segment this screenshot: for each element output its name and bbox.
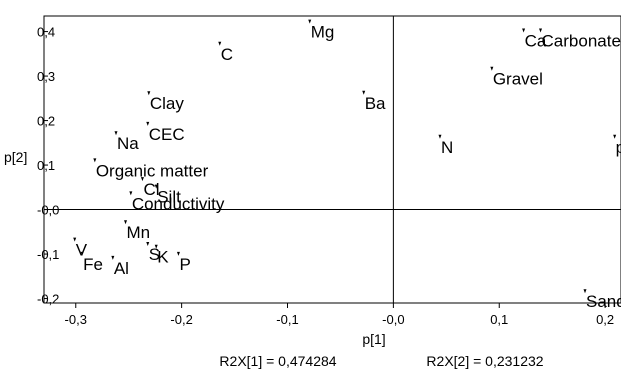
point-label: Conductivity — [132, 194, 225, 213]
x-axis-ticks: -0,3 -0,2 -0,1 -0,0 0,1 0,2 — [65, 303, 614, 327]
point-sand: Sand — [583, 289, 621, 311]
point-label: Mn — [127, 223, 151, 242]
x-tick-label: -0,0 — [382, 312, 404, 327]
point-label: Na — [117, 134, 139, 153]
point-s: S — [146, 242, 160, 264]
point-na: Na — [114, 131, 139, 153]
point-p: P — [176, 251, 191, 274]
point-marker — [539, 28, 543, 33]
point-conductivity: Conductivity — [129, 191, 225, 213]
point-marker — [176, 251, 180, 256]
point-al: Al — [111, 255, 129, 278]
r2x2-caption: R2X[2] = 0,231232 — [426, 353, 543, 369]
point-label: K — [157, 248, 169, 267]
point-marker — [154, 244, 158, 249]
point-organic-matter: Organic matter — [93, 158, 209, 180]
point-mg: Mg — [308, 19, 335, 42]
point-ca: Ca — [522, 28, 547, 50]
point-marker — [490, 66, 494, 71]
r2x1-caption: R2X[1] = 0,474284 — [219, 353, 336, 369]
point-silt: Silt — [154, 184, 181, 207]
point-marker — [111, 255, 115, 260]
point-marker — [147, 91, 151, 96]
y-tick-label: 0,2 — [37, 114, 55, 129]
point-mn: Mn — [124, 220, 150, 242]
point-clay: Clay — [147, 91, 184, 113]
y-tick-label: 0,3 — [37, 69, 55, 84]
point-label: Mg — [311, 23, 335, 42]
point-marker — [438, 134, 442, 139]
y-tick-label: -0,2 — [37, 292, 59, 307]
point-label: Carbonate — [542, 31, 621, 50]
x-tick-label: -0,3 — [65, 312, 87, 327]
point-marker — [522, 28, 526, 33]
point-marker — [114, 131, 118, 136]
point-marker — [154, 184, 158, 189]
y-tick-label: -0,1 — [37, 247, 59, 262]
point-label: Fe — [83, 255, 103, 274]
x-axis-label: p[1] — [362, 331, 385, 347]
point-label: Ba — [365, 94, 386, 113]
point-n: N — [438, 134, 453, 157]
point-label: Organic matter — [96, 161, 209, 180]
x-tick-label: -0,2 — [170, 312, 192, 327]
point-c: C — [218, 41, 233, 64]
point-marker — [146, 242, 150, 247]
point-label: V — [76, 241, 88, 260]
point-label: Clay — [150, 94, 185, 113]
point-label: P — [179, 255, 190, 274]
x-tick-label: -0,1 — [276, 312, 298, 327]
point-fe: Fe — [80, 251, 103, 274]
point-gravel: Gravel — [490, 66, 543, 89]
point-ba: Ba — [362, 90, 386, 113]
point-marker — [73, 237, 77, 242]
point-marker — [613, 134, 617, 139]
point-ph: pH — [613, 134, 621, 157]
point-label: Silt — [157, 188, 181, 207]
point-marker — [146, 121, 150, 126]
point-v: V — [73, 237, 88, 260]
point-marker — [80, 251, 84, 256]
point-marker — [362, 90, 366, 95]
point-label: Ca — [525, 31, 547, 50]
point-label: CEC — [149, 125, 185, 144]
point-label: C — [221, 45, 233, 64]
point-label: Al — [114, 259, 129, 278]
point-k: K — [154, 244, 169, 267]
y-tick-label: 0,4 — [37, 25, 55, 40]
x-tick-label: 0,2 — [596, 312, 614, 327]
point-label: S — [149, 245, 160, 264]
point-marker — [218, 41, 222, 46]
y-axis-label: p[2] — [4, 149, 27, 165]
y-tick-label: 0,1 — [37, 158, 55, 173]
point-label: Gravel — [493, 70, 543, 89]
x-tick-label: 0,1 — [490, 312, 508, 327]
point-marker — [129, 191, 133, 196]
point-carbonate: Carbonate — [539, 28, 621, 50]
y-tick-label: -0,0 — [37, 203, 59, 218]
plot-area — [43, 15, 621, 304]
point-marker — [124, 220, 128, 225]
point-marker — [308, 19, 312, 24]
point-marker — [583, 289, 587, 294]
point-marker — [93, 158, 97, 163]
point-label: N — [441, 138, 453, 157]
point-label: pH — [616, 138, 621, 157]
point-marker — [140, 177, 144, 182]
point-label: Sand — [586, 292, 621, 311]
y-axis-ticks: 0,4 0,3 0,2 0,1 -0,0 -0,1 -0,2 — [37, 25, 59, 307]
zero-lines — [44, 16, 621, 303]
point-cec: CEC — [146, 121, 185, 144]
